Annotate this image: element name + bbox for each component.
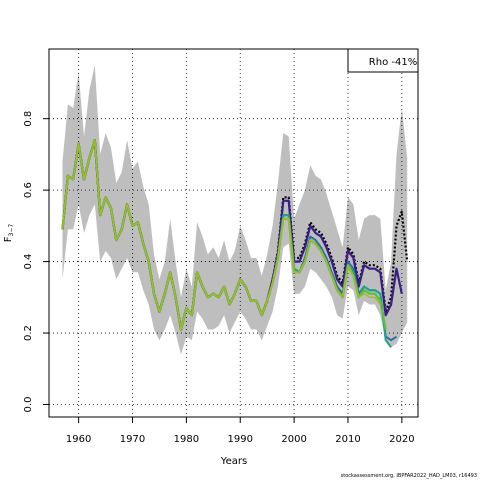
- y-tick-label: 0.6: [23, 182, 34, 198]
- x-tick-label: 1970: [120, 434, 145, 445]
- plot-frame: [48, 48, 419, 418]
- footer-credit: stockassessment.org, IBPFAR2022_HAD_LM03…: [340, 473, 477, 479]
- svg-text:F3−7: F3−7: [3, 224, 15, 243]
- y-axis: 0.0 0.2 0.4 0.6 0.8: [23, 111, 49, 413]
- x-axis-title: Years: [220, 456, 247, 467]
- confidence-band: [62, 65, 408, 355]
- y-tick-label: 0.8: [23, 111, 34, 127]
- y-tick-label: 0.2: [23, 325, 34, 341]
- legend-box: Rho -41%: [347, 48, 419, 73]
- series-line-5: [61, 139, 381, 331]
- x-tick-label: 1990: [228, 434, 253, 445]
- x-tick-label: 1980: [174, 434, 199, 445]
- x-tick-label: 2000: [281, 434, 306, 445]
- grid-layer: [49, 49, 418, 417]
- y-axis-title-sub: 3−7: [8, 224, 15, 237]
- x-tick-label: 2010: [335, 434, 360, 445]
- x-axis: 1960 1970 1980 1990 2000 2010 2020: [66, 417, 415, 445]
- y-axis-title-main: F: [3, 236, 14, 242]
- x-tick-label: 2020: [389, 434, 414, 445]
- series-line-0: [61, 139, 409, 331]
- y-tick-label: 0.0: [23, 397, 34, 413]
- legend-text: Rho -41%: [369, 57, 417, 68]
- y-tick-label: 0.4: [23, 254, 34, 270]
- series-layer: [61, 139, 409, 348]
- x-tick-label: 1960: [66, 434, 91, 445]
- y-axis-title: F3−7: [3, 224, 15, 243]
- confidence-band-layer: [62, 65, 408, 355]
